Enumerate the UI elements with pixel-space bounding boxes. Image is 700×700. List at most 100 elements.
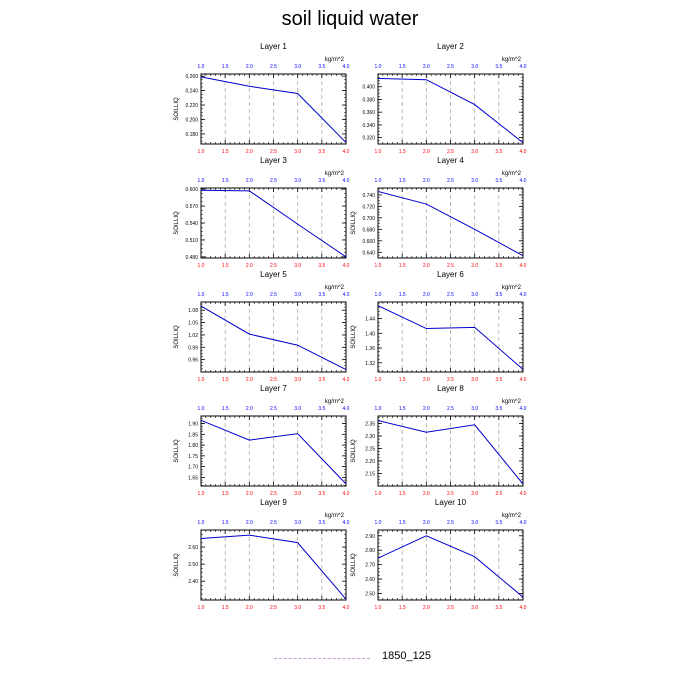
x-tick-label-top: 3.5 [318,520,325,526]
y-tick-label: 0.180 [185,132,198,138]
y-tick-label: 0.200 [185,117,198,123]
x-tick-label-top: 2.0 [246,292,253,298]
unit-label: kg/m^2 [325,285,345,291]
x-tick-label-bottom: 2.5 [447,491,454,497]
x-tick-label-top: 2.5 [270,520,277,526]
x-tick-label-top: 3.5 [318,292,325,298]
x-tick-label-bottom: 4.0 [343,263,350,269]
x-tick-label-bottom: 4.0 [343,491,350,497]
legend-line-swatch [274,658,370,659]
panel-title: Layer 1 [260,42,287,51]
figure-title: soil liquid water [281,8,419,30]
y-axis-label: SOILLIQ [351,553,357,577]
plot-frame [200,187,347,259]
panel-9: Layer 9 kg/m^2 SOILLIQ 1.0 1.0 1.5 1.5 2.0 2.0 2.… [174,498,350,611]
x-tick-label-bottom: 4.0 [343,149,350,155]
x-tick-label-top: 3.0 [471,64,478,70]
x-tick-label-top: 2.5 [270,292,277,298]
series-line-1850_125 [377,420,524,485]
y-tick-label: 0.740 [362,193,375,199]
y-tick-label: 0.570 [185,204,198,210]
y-axis-label: SOILLIQ [351,325,357,349]
panel-title: Layer 3 [260,156,287,165]
x-tick-label-top: 1.0 [375,178,382,184]
x-tick-label-top: 3.5 [495,64,502,70]
x-tick-label-bottom: 4.0 [343,377,350,383]
x-tick-label-top: 1.0 [198,406,205,412]
x-tick-label-top: 3.0 [294,520,301,526]
x-tick-label-bottom: 2.5 [270,491,277,497]
x-tick-label-bottom: 3.0 [294,377,301,383]
x-tick-label-top: 3.0 [471,292,478,298]
panel-title: Layer 10 [435,498,467,507]
y-tick-label: 2.30 [365,434,375,440]
x-tick-label-bottom: 3.0 [294,491,301,497]
series-line-1850_125 [377,305,524,370]
x-tick-label-top: 1.5 [222,64,229,70]
plot-frame [377,73,524,145]
x-tick-label-bottom: 3.5 [318,149,325,155]
x-tick-label-bottom: 2.5 [270,263,277,269]
x-tick-label-top: 3.0 [471,406,478,412]
x-tick-label-bottom: 1.0 [375,605,382,611]
x-tick-label-bottom: 2.5 [447,263,454,269]
x-tick-label-top: 3.5 [495,292,502,298]
x-tick-label-top: 4.0 [520,520,527,526]
x-tick-label-top: 2.0 [423,64,430,70]
unit-label: kg/m^2 [502,171,522,177]
x-tick-label-bottom: 4.0 [520,149,527,155]
x-tick-label-bottom: 2.0 [246,377,253,383]
figure-panels: Layer 1 kg/m^2 SOILLIQ 1.0 1.0 1.5 1.5 2.0 2.0 2.… [174,42,527,611]
x-tick-label-top: 4.0 [343,178,350,184]
x-tick-label-top: 3.5 [318,64,325,70]
x-tick-label-bottom: 4.0 [520,377,527,383]
x-tick-label-bottom: 2.0 [423,491,430,497]
x-tick-label-top: 1.5 [222,520,229,526]
x-tick-label-bottom: 3.5 [318,377,325,383]
y-axis-label: SOILLIQ [351,439,357,463]
y-axis-label: SOILLIQ [174,97,180,121]
y-tick-label: 0.220 [185,103,198,109]
y-tick-label: 0.600 [185,187,198,193]
x-tick-label-bottom: 3.0 [294,605,301,611]
x-tick-label-top: 4.0 [343,64,350,70]
x-tick-label-bottom: 1.5 [399,377,406,383]
x-tick-label-top: 2.0 [246,406,253,412]
x-tick-label-bottom: 4.0 [520,263,527,269]
x-tick-label-top: 3.0 [294,406,301,412]
x-tick-label-bottom: 1.0 [198,149,205,155]
x-tick-label-top: 2.0 [423,520,430,526]
x-tick-label-top: 3.0 [294,64,301,70]
x-tick-label-top: 3.5 [495,406,502,412]
x-tick-label-top: 2.5 [447,178,454,184]
x-tick-label-top: 1.0 [375,520,382,526]
y-tick-label: 0.340 [362,123,375,129]
x-tick-label-bottom: 3.5 [495,491,502,497]
x-tick-label-bottom: 3.0 [471,605,478,611]
y-tick-label: 2.20 [365,459,375,465]
x-tick-label-bottom: 3.0 [294,263,301,269]
y-tick-label: 2.60 [365,577,375,583]
x-tick-label-bottom: 3.5 [318,605,325,611]
x-tick-label-bottom: 1.0 [375,263,382,269]
x-tick-label-bottom: 4.0 [343,605,350,611]
x-tick-label-bottom: 2.5 [270,605,277,611]
x-tick-label-bottom: 2.0 [246,491,253,497]
series-line-1850_125 [200,189,347,258]
x-tick-label-top: 3.5 [318,406,325,412]
unit-label: kg/m^2 [502,57,522,63]
y-tick-label: 1.70 [188,465,198,471]
x-tick-label-bottom: 1.5 [222,377,229,383]
y-tick-label: 2.60 [188,545,198,551]
x-tick-label-bottom: 2.0 [246,605,253,611]
x-tick-label-bottom: 3.5 [495,149,502,155]
x-tick-label-bottom: 1.5 [399,149,406,155]
x-tick-label-bottom: 2.5 [447,377,454,383]
x-tick-label-bottom: 2.0 [246,263,253,269]
series-line-1850_125 [377,77,524,144]
x-tick-label-top: 1.0 [198,520,205,526]
y-axis-label: SOILLIQ [174,211,180,235]
x-tick-label-bottom: 2.0 [423,263,430,269]
x-tick-label-top: 1.5 [222,292,229,298]
x-tick-label-top: 3.0 [471,520,478,526]
